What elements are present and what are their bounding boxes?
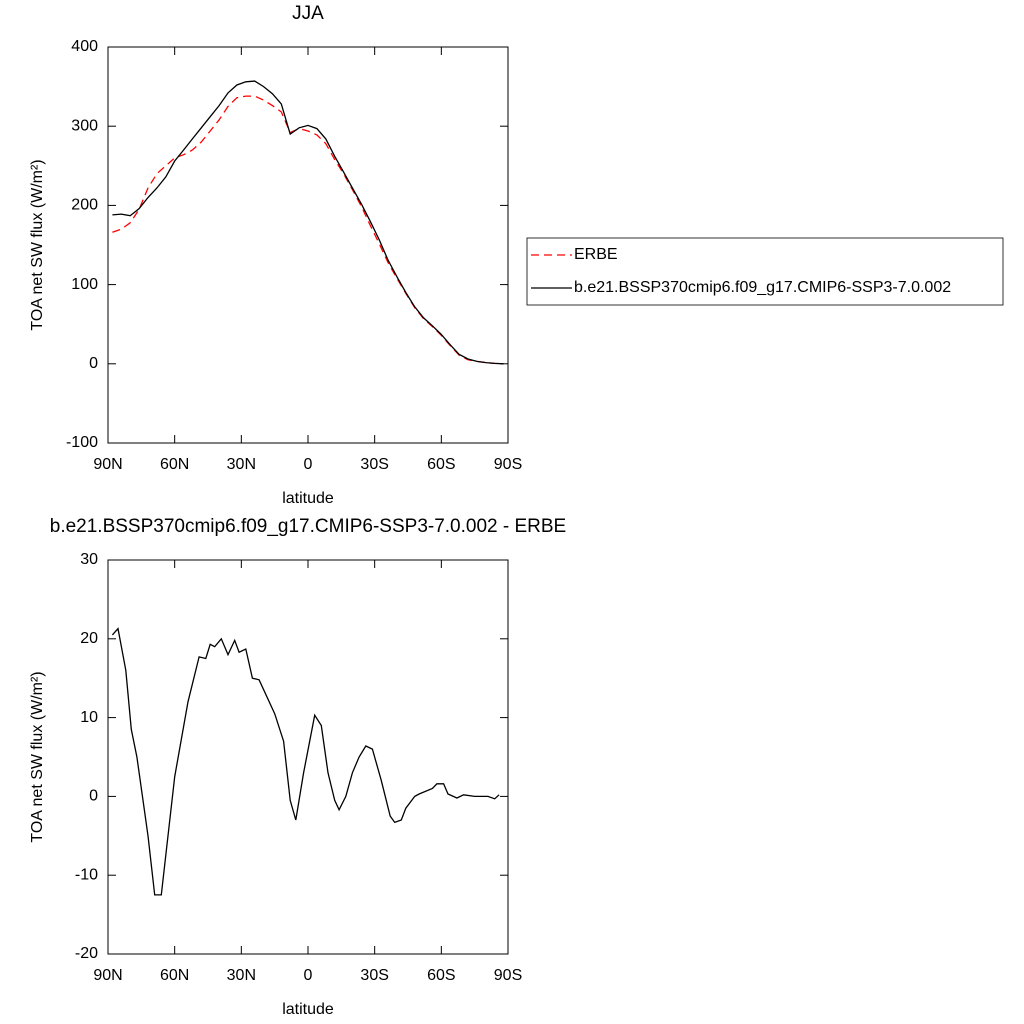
x-axis-label: latitude xyxy=(282,490,334,507)
y-tick-label: 0 xyxy=(89,355,98,372)
y-tick-label: 20 xyxy=(80,630,98,647)
y-tick-label: 300 xyxy=(71,117,98,134)
y-tick-label: 10 xyxy=(80,709,98,726)
x-tick-label: 60N xyxy=(160,967,189,984)
legend-label: b.e21.BSSP370cmip6.f09_g17.CMIP6-SSP3-7.… xyxy=(574,279,951,296)
x-tick-label: 90S xyxy=(494,456,522,473)
series-line xyxy=(112,95,504,365)
x-axis-label: latitude xyxy=(282,1001,334,1018)
chart-title: b.e21.BSSP370cmip6.f09_g17.CMIP6-SSP3-7.… xyxy=(50,516,566,537)
series-line xyxy=(111,627,500,896)
x-tick-label: 90N xyxy=(93,967,122,984)
x-tick-label: 90N xyxy=(93,456,122,473)
legend-label: ERBE xyxy=(574,246,618,263)
x-tick-label: 30S xyxy=(360,967,388,984)
y-axis-label: TOA net SW flux (W/m²) xyxy=(29,159,46,330)
y-tick-label: 0 xyxy=(89,788,98,805)
x-tick-label: 60S xyxy=(427,456,455,473)
x-tick-label: 90S xyxy=(494,967,522,984)
y-tick-label: 400 xyxy=(71,38,98,55)
x-tick-label: 30N xyxy=(227,967,256,984)
series-line xyxy=(112,80,504,365)
y-tick-label: 30 xyxy=(80,551,98,568)
x-tick-label: 0 xyxy=(304,456,313,473)
plot-frame xyxy=(107,559,509,955)
x-tick-label: 30S xyxy=(360,456,388,473)
y-axis-label: TOA net SW flux (W/m²) xyxy=(29,671,46,842)
y-tick-label: -100 xyxy=(66,434,98,451)
plot-frame xyxy=(107,46,509,444)
x-tick-label: 60S xyxy=(427,967,455,984)
x-tick-label: 30N xyxy=(227,456,256,473)
y-tick-label: 200 xyxy=(71,197,98,214)
y-tick-label: -20 xyxy=(75,945,98,962)
chart-title: JJA xyxy=(292,3,324,24)
legend-box xyxy=(526,237,1004,306)
x-tick-label: 0 xyxy=(304,967,313,984)
y-tick-label: 100 xyxy=(71,276,98,293)
y-tick-label: -10 xyxy=(75,866,98,883)
x-tick-label: 60N xyxy=(160,456,189,473)
